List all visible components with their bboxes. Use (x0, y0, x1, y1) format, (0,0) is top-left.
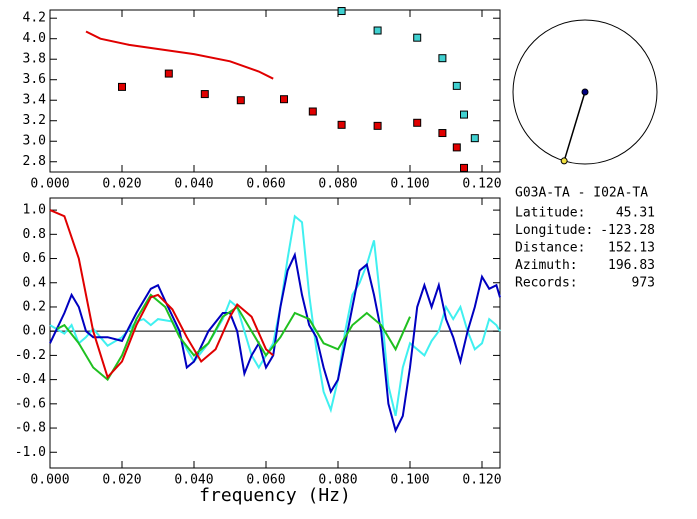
marker (337, 7, 346, 16)
info-label: Longitude: (515, 223, 593, 238)
y-tick-label: -1.0 (15, 445, 46, 460)
info-label: Azimuth: (515, 258, 578, 273)
x-tick-label: 0.060 (246, 473, 285, 488)
remote-dot (560, 157, 568, 165)
x-tick-label: 0.020 (102, 473, 141, 488)
y-tick-label: -0.8 (15, 421, 46, 436)
x-tick-label: 0.100 (390, 473, 429, 488)
info-label: Distance: (515, 241, 585, 256)
curve (49, 209, 274, 380)
y-tick-label: 0.4 (23, 275, 47, 290)
info-value: -123.28 (600, 223, 655, 238)
x-tick-label: 0.040 (174, 177, 213, 192)
y-tick-label: 2.8 (23, 154, 46, 169)
x-tick-label: 0.000 (30, 177, 69, 192)
info-value: 45.31 (616, 206, 655, 221)
info-value: 152.13 (608, 241, 655, 256)
marker (236, 96, 245, 105)
curve (49, 214, 501, 417)
marker (118, 82, 126, 91)
y-tick-label: 3.2 (23, 113, 46, 128)
marker (452, 81, 461, 90)
x-tick-label: 0.040 (174, 473, 213, 488)
x-tick-label: 0.120 (462, 177, 501, 192)
y-tick-label: 4.2 (23, 11, 46, 26)
y-tick-label: -0.2 (15, 348, 46, 363)
marker (438, 54, 447, 63)
marker (308, 107, 317, 116)
y-tick-label: 4.0 (23, 31, 46, 46)
y-tick-label: 0.2 (23, 299, 46, 314)
station-dot (581, 88, 589, 96)
y-tick-label: 3.6 (23, 72, 46, 87)
y-tick-label: 3.4 (23, 93, 47, 108)
marker (460, 110, 468, 119)
y-tick-label: -0.4 (15, 372, 46, 387)
y-tick-label: 3.8 (23, 52, 46, 67)
station-pair: G03A-TA - I02A-TA (515, 186, 648, 201)
azimuth-line (563, 91, 586, 162)
x-tick-label: 0.060 (246, 177, 285, 192)
info-value: 196.83 (608, 258, 655, 273)
info-value: 973 (632, 276, 655, 291)
x-tick-label: 0.000 (30, 473, 69, 488)
x-tick-label: 0.100 (390, 177, 429, 192)
marker (460, 163, 468, 172)
marker (373, 26, 382, 35)
y-tick-label: 3.0 (23, 134, 46, 149)
marker (164, 69, 173, 78)
y-tick-label: 0.6 (23, 251, 46, 266)
marker (200, 90, 209, 99)
info-label: Latitude: (515, 206, 585, 221)
x-tick-label: 0.120 (462, 473, 501, 488)
marker (438, 129, 447, 138)
curve (85, 30, 274, 80)
marker (337, 120, 346, 129)
marker (452, 143, 461, 152)
y-tick-label: 1.0 (23, 203, 46, 218)
marker (470, 134, 479, 143)
marker (413, 33, 422, 42)
marker (373, 121, 382, 130)
marker (280, 95, 288, 104)
plot-frame (49, 197, 501, 469)
x-axis-label: frequency (Hz) (199, 485, 351, 506)
curve (49, 251, 501, 434)
info-label: Records: (515, 276, 578, 291)
marker (413, 118, 422, 127)
y-tick-label: -0.6 (15, 396, 46, 411)
plot-frame (49, 9, 501, 173)
x-tick-label: 0.080 (318, 473, 357, 488)
y-tick-label: 0.8 (23, 227, 46, 242)
x-tick-label: 0.020 (102, 177, 141, 192)
y-tick-label: 0.0 (23, 324, 46, 339)
compass (512, 19, 658, 165)
x-tick-label: 0.080 (318, 177, 357, 192)
